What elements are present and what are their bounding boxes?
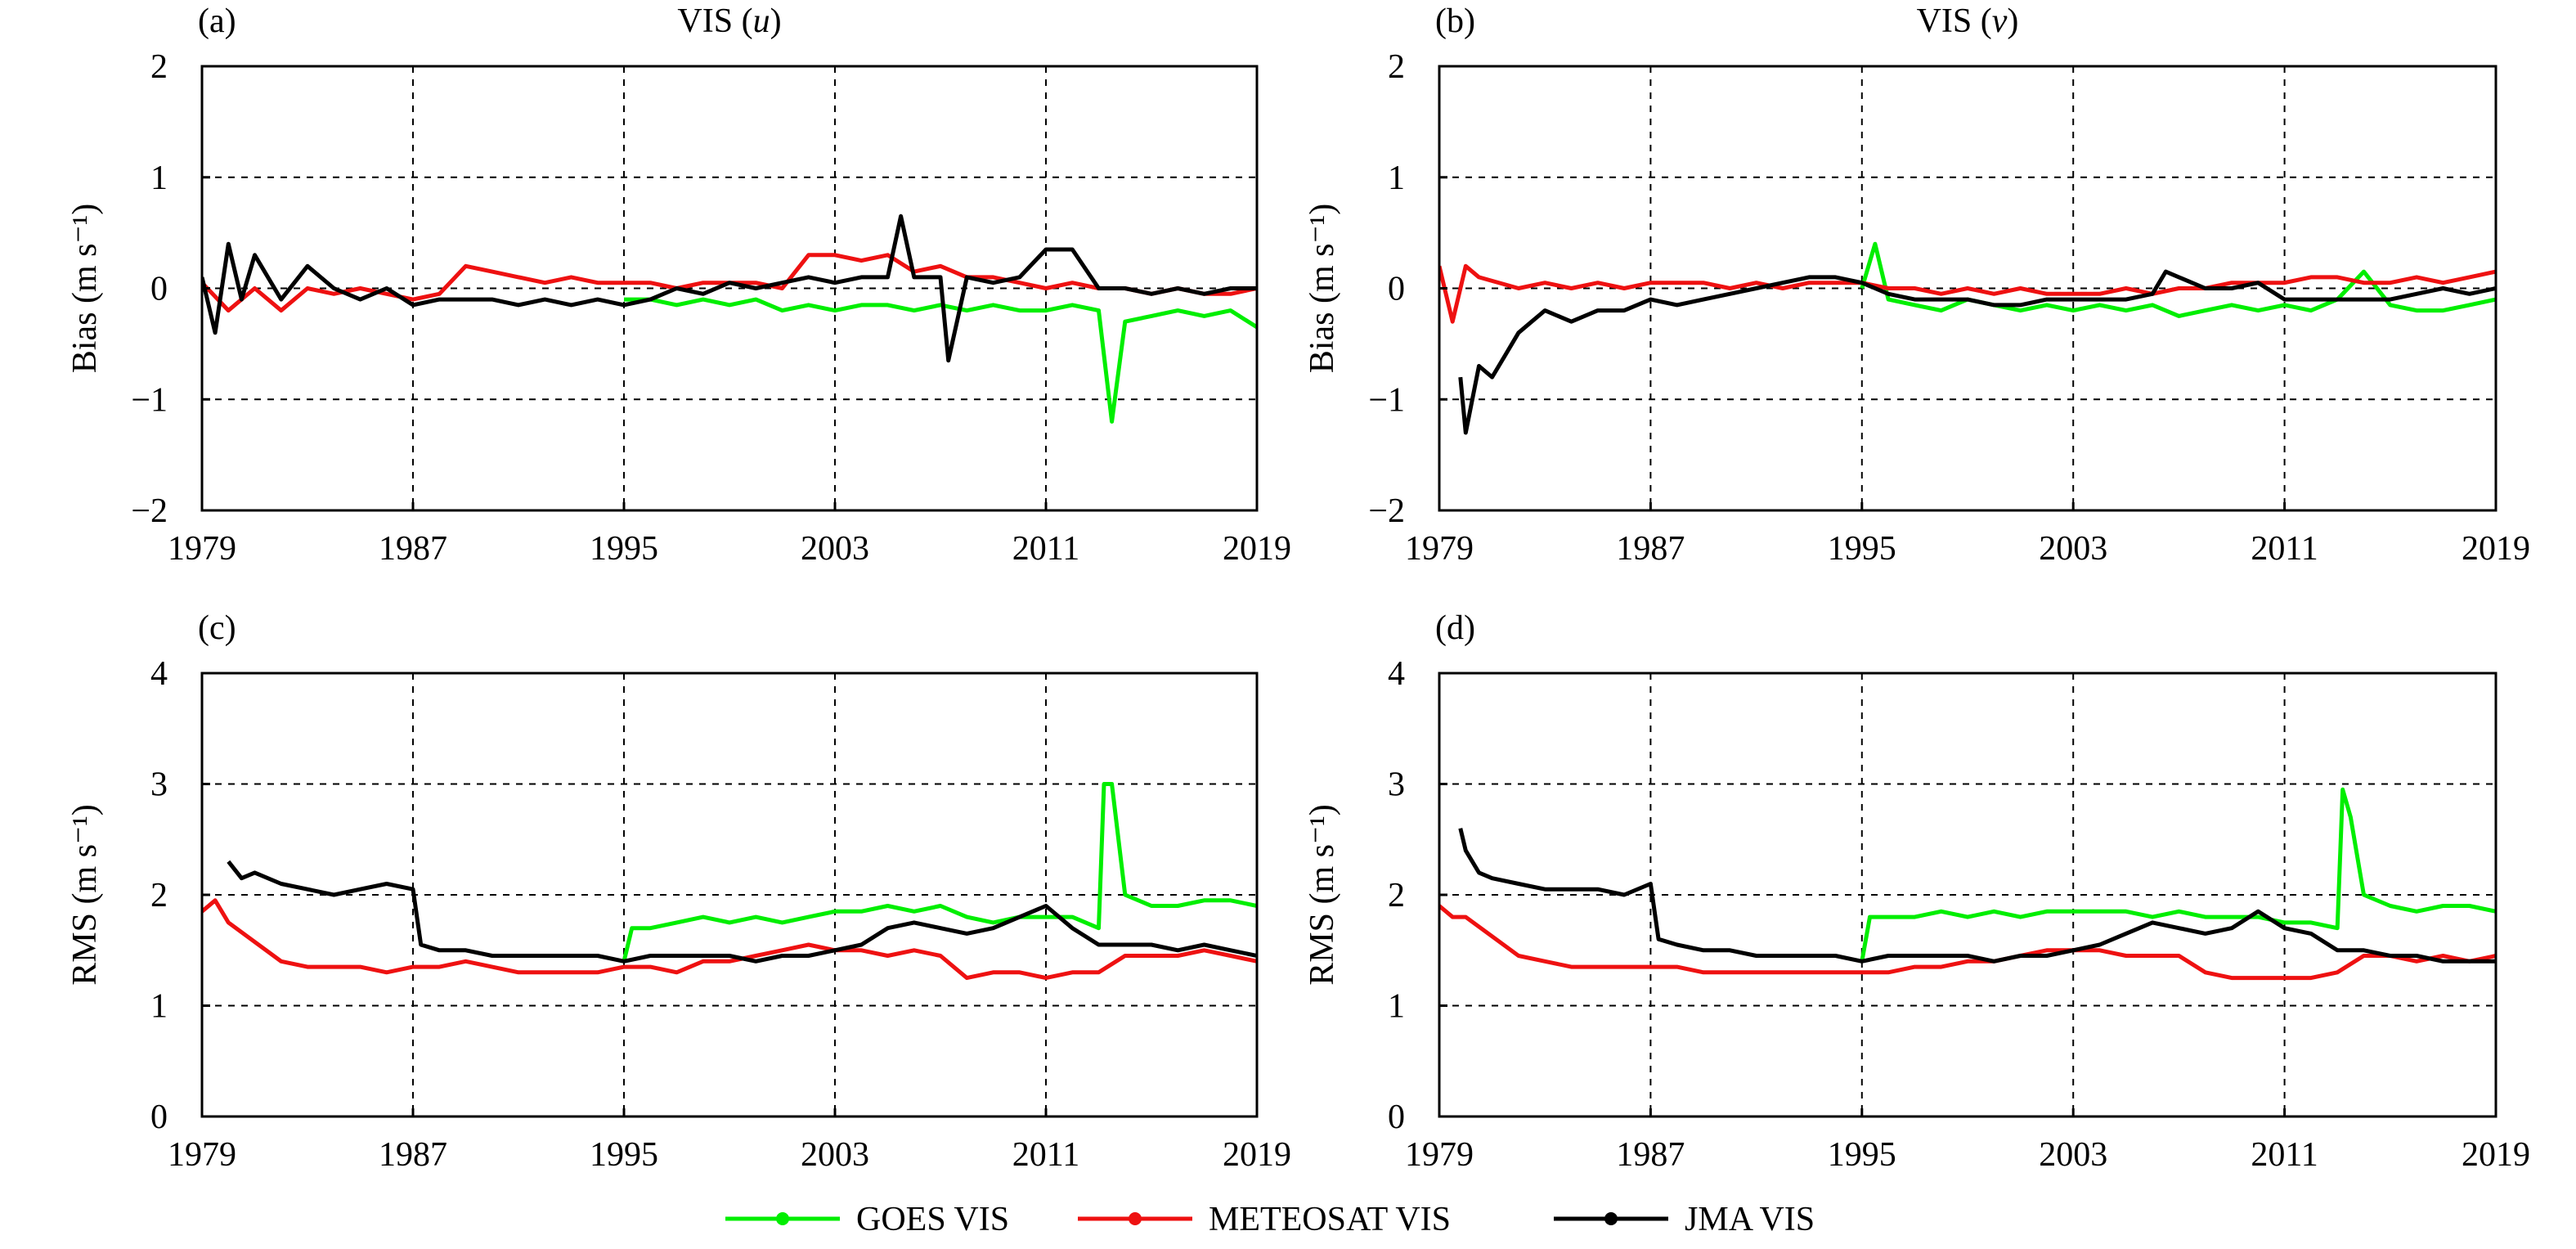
y-tick-label: 2 xyxy=(150,877,168,914)
panel-title: VIS (v) xyxy=(1917,2,2019,40)
legend: GOES VIS METEOSAT VIS JMA VIS xyxy=(725,1201,1815,1238)
series-line-meteosat-vis xyxy=(1439,904,2496,981)
x-tick-label: 2019 xyxy=(2462,530,2530,568)
chart-panel-1: 1979 1987 1995 2003 2011 2019 −2 −1 0 1 2 Bias (m s… xyxy=(1304,2,2530,568)
y-axis-label: RMS (m s⁻¹) xyxy=(1304,804,1341,985)
y-tick-label: 3 xyxy=(1388,766,1405,804)
x-tick-label: 2011 xyxy=(1012,530,1079,568)
x-tick-label: 1995 xyxy=(1828,1136,1896,1174)
legend-marker xyxy=(1604,1212,1618,1225)
x-tick-label: 2003 xyxy=(801,530,869,568)
x-tick-label: 1995 xyxy=(1828,530,1896,568)
y-axis-label: Bias (m s⁻¹) xyxy=(66,204,104,373)
x-tick-label: 1987 xyxy=(379,1136,447,1174)
legend-label: GOES VIS xyxy=(856,1201,1009,1238)
series-line-meteosat-vis xyxy=(202,898,1257,981)
legend-marker xyxy=(776,1212,789,1225)
series-line-goes-vis xyxy=(624,297,1257,424)
x-tick-label: 1979 xyxy=(1405,1136,1474,1174)
y-tick-label: −1 xyxy=(131,381,168,419)
series-line-jma-vis xyxy=(1458,828,2496,964)
x-tick-label: 1979 xyxy=(1405,530,1474,568)
x-tick-label: 1995 xyxy=(590,530,658,568)
panel-label: (c) xyxy=(198,609,236,647)
legend-entry-meteosat-vis: METEOSAT VIS xyxy=(1078,1201,1451,1238)
x-tick-label: 2019 xyxy=(1223,530,1291,568)
series-line-jma-vis xyxy=(1458,269,2496,435)
x-tick-label: 1987 xyxy=(379,530,447,568)
chart-panel-2: 1979 1987 1995 2003 2011 2019 0 1 2 3 4 RMS (m s⁻¹)… xyxy=(66,609,1291,1174)
y-tick-label: −2 xyxy=(1368,492,1405,530)
y-tick-label: 0 xyxy=(150,271,168,308)
y-axis-label: Bias (m s⁻¹) xyxy=(1304,204,1341,373)
legend-entry-jma-vis: JMA VIS xyxy=(1554,1201,1815,1238)
chart-panel-0: 1979 1987 1995 2003 2011 2019 −2 −1 0 1 2 Bias (m s… xyxy=(66,2,1291,568)
y-tick-label: 2 xyxy=(1388,48,1405,86)
series-line-meteosat-vis xyxy=(1439,263,2496,324)
panel-label: (d) xyxy=(1435,609,1475,647)
y-tick-label: −1 xyxy=(1368,381,1405,419)
x-tick-label: 1979 xyxy=(168,530,236,568)
x-tick-label: 1987 xyxy=(1616,1136,1685,1174)
x-tick-label: 2019 xyxy=(2462,1136,2530,1174)
y-tick-label: 3 xyxy=(150,766,168,804)
series-line-goes-vis xyxy=(1860,787,2496,962)
y-tick-label: 1 xyxy=(1388,159,1405,197)
y-tick-label: 0 xyxy=(1388,1098,1405,1136)
x-tick-label: 1979 xyxy=(168,1136,236,1174)
legend-marker xyxy=(1129,1212,1142,1225)
series-line-goes-vis xyxy=(622,782,1257,962)
panel-label: (b) xyxy=(1435,2,1475,40)
y-tick-label: 2 xyxy=(150,48,168,86)
series-line-jma-vis xyxy=(227,860,1257,964)
series-line-jma-vis xyxy=(202,213,1257,363)
x-tick-label: 2011 xyxy=(1012,1136,1079,1174)
y-tick-label: 2 xyxy=(1388,877,1405,914)
y-tick-label: −2 xyxy=(131,492,168,530)
chart-panel-3: 1979 1987 1995 2003 2011 2019 0 1 2 3 4 RMS (m s⁻¹)… xyxy=(1304,609,2530,1174)
y-tick-label: 0 xyxy=(150,1098,168,1136)
y-tick-label: 1 xyxy=(150,159,168,197)
x-tick-label: 1987 xyxy=(1616,530,1685,568)
x-tick-label: 2003 xyxy=(2039,1136,2107,1174)
panel-title: VIS (u) xyxy=(677,2,781,40)
x-tick-label: 2011 xyxy=(2251,1136,2318,1174)
y-tick-label: 4 xyxy=(150,655,168,693)
y-axis-label: RMS (m s⁻¹) xyxy=(66,804,104,985)
x-tick-label: 1995 xyxy=(590,1136,658,1174)
x-tick-label: 2019 xyxy=(1223,1136,1291,1174)
y-tick-label: 1 xyxy=(1388,988,1405,1026)
x-tick-label: 2003 xyxy=(2039,530,2107,568)
legend-entry-goes-vis: GOES VIS xyxy=(725,1201,1009,1238)
panel-label: (a) xyxy=(198,2,236,40)
x-tick-label: 2011 xyxy=(2251,530,2318,568)
y-tick-label: 4 xyxy=(1388,655,1405,693)
y-tick-label: 0 xyxy=(1388,271,1405,308)
y-tick-label: 1 xyxy=(150,988,168,1026)
legend-label: JMA VIS xyxy=(1685,1201,1815,1238)
x-tick-label: 2003 xyxy=(801,1136,869,1174)
legend-label: METEOSAT VIS xyxy=(1209,1201,1451,1238)
